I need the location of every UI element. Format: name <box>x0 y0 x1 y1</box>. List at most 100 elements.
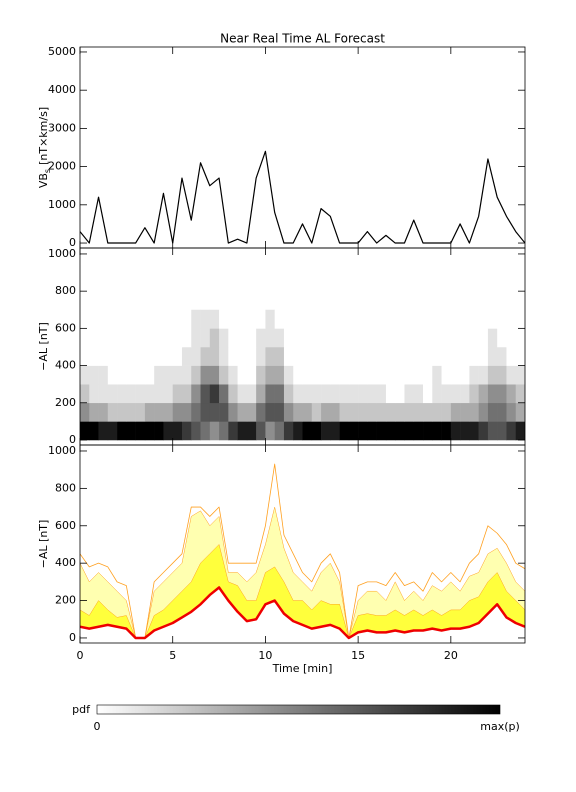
pdf-cell <box>478 346 489 366</box>
pdf-cell <box>385 421 396 441</box>
y-tick-label: 1000 <box>48 198 76 211</box>
pdf-cell <box>200 421 211 441</box>
pdf-cell <box>126 328 136 348</box>
pdf-cell <box>515 384 525 404</box>
pdf-cell <box>367 365 377 385</box>
pdf-cell <box>432 365 442 385</box>
pdf-cell <box>478 402 489 422</box>
pdf-cell <box>469 384 479 404</box>
pdf-cell <box>302 421 313 441</box>
pdf-cell <box>413 421 424 441</box>
pdf-cell <box>126 384 136 404</box>
pdf-cell <box>423 365 433 385</box>
pdf-cell <box>80 309 90 329</box>
pdf-cell <box>469 402 479 422</box>
colorbar-label: pdf <box>72 703 91 716</box>
pdf-cell <box>200 328 211 348</box>
pdf-cell <box>311 402 322 422</box>
y-tick-label: 1000 <box>48 247 76 260</box>
pdf-cell <box>126 421 136 441</box>
pdf-cell <box>256 346 266 366</box>
y-axis-label: −AL [nT] <box>37 520 50 569</box>
pdf-cell <box>228 328 238 348</box>
pdf-cell <box>209 402 220 422</box>
pdf-cell <box>348 346 359 366</box>
pdf-cell <box>506 421 517 441</box>
pdf-cell <box>274 384 285 404</box>
pdf-cell <box>321 328 331 348</box>
pdf-cell <box>423 384 433 404</box>
pdf-cell <box>219 421 229 441</box>
pdf-cell <box>181 346 192 366</box>
pdf-cell <box>450 402 461 422</box>
pdf-cell <box>126 309 136 329</box>
series-line <box>80 586 525 640</box>
pdf-cell <box>413 365 424 385</box>
pdf-cell <box>450 421 461 441</box>
pdf-cell <box>367 421 377 441</box>
pdf-cell <box>469 309 479 329</box>
pdf-cell <box>404 421 415 441</box>
pdf-cell <box>348 421 359 441</box>
pdf-cell <box>441 328 452 348</box>
pdf-cell <box>154 328 164 348</box>
pdf-cell <box>441 421 452 441</box>
pdf-cell <box>515 365 525 385</box>
pdf-cell <box>191 328 201 348</box>
pdf-cell <box>237 328 248 348</box>
pdf-cell <box>515 328 525 348</box>
pdf-cell <box>228 309 238 329</box>
plot-area <box>80 309 525 441</box>
pdf-cell <box>506 309 517 329</box>
pdf-cell <box>339 328 350 348</box>
pdf-cell <box>450 384 461 404</box>
pdf-cell <box>237 402 248 422</box>
pdf-cell <box>172 402 183 422</box>
pdf-cell <box>423 328 433 348</box>
pdf-cell <box>330 328 340 348</box>
pdf-cell <box>413 384 424 404</box>
pdf-cell <box>432 309 442 329</box>
pdf-cell <box>89 309 99 329</box>
pdf-cell <box>385 328 396 348</box>
pdf-cell <box>246 328 257 348</box>
pdf-cell <box>413 346 424 366</box>
pdf-cell <box>246 421 257 441</box>
pdf-cell <box>80 346 90 366</box>
pdf-cell <box>80 365 90 385</box>
pdf-cell <box>80 421 90 441</box>
pdf-cell <box>460 365 470 385</box>
pdf-cell <box>80 402 90 422</box>
pdf-cell <box>358 365 368 385</box>
pdf-cell <box>497 328 507 348</box>
pdf-cell <box>478 384 489 404</box>
y-tick-label: 2000 <box>48 160 76 173</box>
pdf-cell <box>339 346 350 366</box>
pdf-cell <box>460 346 470 366</box>
pdf-cell <box>98 309 109 329</box>
pdf-cell <box>256 328 266 348</box>
pdf-cell <box>246 384 257 404</box>
pdf-cell <box>487 365 498 385</box>
pdf-cell <box>469 421 479 441</box>
pdf-cell <box>80 328 90 348</box>
x-tick-label: 15 <box>351 649 365 662</box>
pdf-cell <box>135 421 146 441</box>
pdf-cell <box>283 384 294 404</box>
pdf-cell <box>460 402 470 422</box>
pdf-cell <box>423 402 433 422</box>
pdf-cell <box>460 421 470 441</box>
pdf-cell <box>450 328 461 348</box>
pdf-cell <box>348 309 359 329</box>
pdf-cell <box>154 384 164 404</box>
pdf-cell <box>423 421 433 441</box>
pdf-cell <box>191 309 201 329</box>
pdf-cell <box>144 309 155 329</box>
pdf-cell <box>330 384 340 404</box>
pdf-cell <box>80 384 90 404</box>
pdf-cell <box>293 402 303 422</box>
pdf-cell <box>339 309 350 329</box>
pdf-cell <box>274 402 285 422</box>
pdf-cell <box>265 384 275 404</box>
y-tick-label: 600 <box>55 321 76 334</box>
